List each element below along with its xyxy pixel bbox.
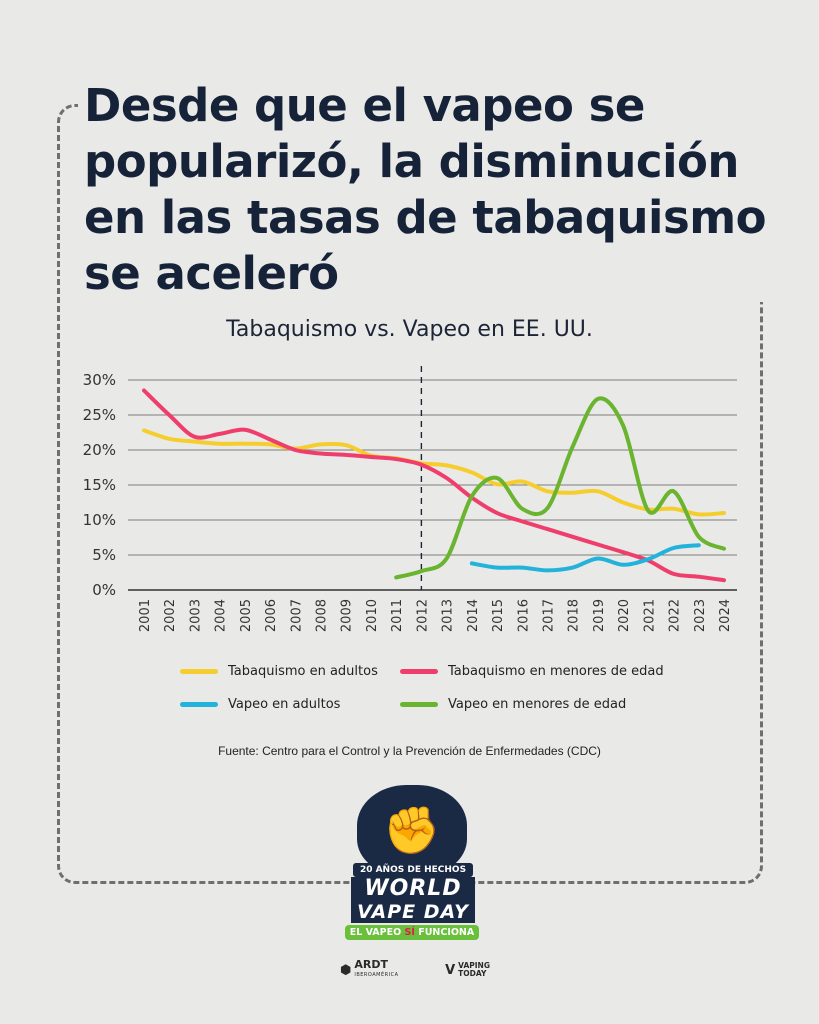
x-tick-label: 2012	[415, 599, 430, 632]
legend-label: Tabaquismo en adultos	[228, 664, 378, 679]
legend-swatch	[400, 702, 438, 707]
tagline-si: SÍ	[404, 927, 415, 938]
legend-item-youth-vaping: Vapeo en menores de edad	[400, 697, 700, 712]
x-tick-label: 2010	[365, 599, 380, 632]
legend-label: Vapeo en adultos	[228, 697, 341, 712]
ardt-mark-icon: ⬢	[340, 962, 352, 978]
x-tick-label: 2005	[239, 599, 254, 632]
series-line-2	[469, 543, 701, 573]
legend-swatch	[180, 702, 218, 707]
grid-layer	[128, 379, 737, 591]
legend: Tabaquismo en adultos Tabaquismo en meno…	[180, 664, 740, 712]
vaping-today-logo: V VAPING TODAY	[445, 962, 490, 978]
x-tick-label: 2014	[466, 599, 481, 632]
x-tick-label: 2002	[163, 599, 178, 632]
chart-title: Tabaquismo vs. Vapeo en EE. UU.	[226, 317, 593, 342]
partner-logos: ⬢ ARDT IBEROAMÉRICA V VAPING TODAY	[340, 958, 490, 980]
y-tick-label: 0%	[92, 581, 116, 599]
fist-icon: ✊	[357, 785, 467, 875]
x-tick-label: 2001	[138, 599, 153, 632]
y-tick-label: 20%	[83, 441, 116, 459]
x-tick-label: 2016	[516, 599, 531, 632]
y-tick-label: 5%	[92, 546, 116, 564]
x-tick-label: 2018	[567, 599, 582, 632]
tagline-part: FUNCIONA	[414, 927, 475, 938]
x-tick-label: 2023	[693, 599, 708, 632]
legend-label: Vapeo en menores de edad	[448, 697, 627, 712]
x-tick-label: 2004	[214, 599, 229, 632]
legend-item-youth-smoking: Tabaquismo en menores de edad	[400, 664, 700, 679]
x-tick-label: 2003	[188, 599, 203, 632]
badge-top-text: 20 AÑOS DE HECHOS	[353, 863, 473, 877]
ardt-sub: IBEROAMÉRICA	[354, 972, 399, 978]
x-tick-label: 2017	[541, 599, 556, 632]
x-tick-label: 2022	[668, 599, 683, 632]
legend-label: Tabaquismo en menores de edad	[448, 664, 664, 679]
x-tick-label: 2011	[390, 599, 405, 632]
y-tick-labels: 30% 25% 20% 15% 10% 5% 0%	[83, 371, 116, 599]
series-line-1	[142, 388, 726, 583]
series-line-0	[142, 428, 726, 517]
y-tick-label: 30%	[83, 371, 116, 389]
legend-swatch	[400, 669, 438, 674]
legend-swatch	[180, 669, 218, 674]
ardt-logo: ⬢ ARDT IBEROAMÉRICA	[340, 958, 399, 980]
legend-item-adult-smoking: Tabaquismo en adultos	[180, 664, 400, 679]
series-line-3	[394, 396, 726, 580]
headline: Desde que el vapeo se popularizó, la dis…	[78, 78, 780, 302]
series-layer	[142, 388, 726, 583]
badge-word-world: WORLD	[351, 877, 475, 901]
x-tick-label: 2009	[340, 599, 355, 632]
y-tick-label: 15%	[83, 476, 116, 494]
y-tick-label: 10%	[83, 511, 116, 529]
x-tick-label: 2015	[491, 599, 506, 632]
ardt-name: ARDT	[354, 958, 388, 971]
badge-tagline: EL VAPEO SÍ FUNCIONA	[345, 925, 479, 940]
source-note: Fuente: Centro para el Control y la Prev…	[218, 744, 601, 758]
tagline-part: EL VAPEO	[349, 927, 405, 938]
x-tick-label: 2021	[642, 599, 657, 632]
y-tick-label: 25%	[83, 406, 116, 424]
vt-line1: VAPING	[458, 961, 490, 970]
x-tick-label: 2024	[718, 599, 733, 632]
x-tick-label: 2013	[441, 599, 456, 632]
x-tick-label: 2007	[289, 599, 304, 632]
x-tick-labels: 2001 2002 2003 2004 2005 2006 2007 2008 2009 2010…	[138, 599, 733, 632]
vt-line2: TODAY	[458, 969, 487, 978]
x-tick-label: 2019	[592, 599, 607, 632]
x-tick-label: 2008	[315, 599, 330, 632]
x-tick-label: 2020	[617, 599, 632, 632]
badge-word-vapeday: VAPE DAY	[351, 901, 475, 923]
x-tick-label: 2006	[264, 599, 279, 632]
legend-item-adult-vaping: Vapeo en adultos	[180, 697, 400, 712]
vaping-today-mark-icon: V	[445, 962, 456, 978]
world-vape-day-logo: ✊ 20 AÑOS DE HECHOS WORLD VAPE DAY EL VA…	[345, 785, 480, 945]
